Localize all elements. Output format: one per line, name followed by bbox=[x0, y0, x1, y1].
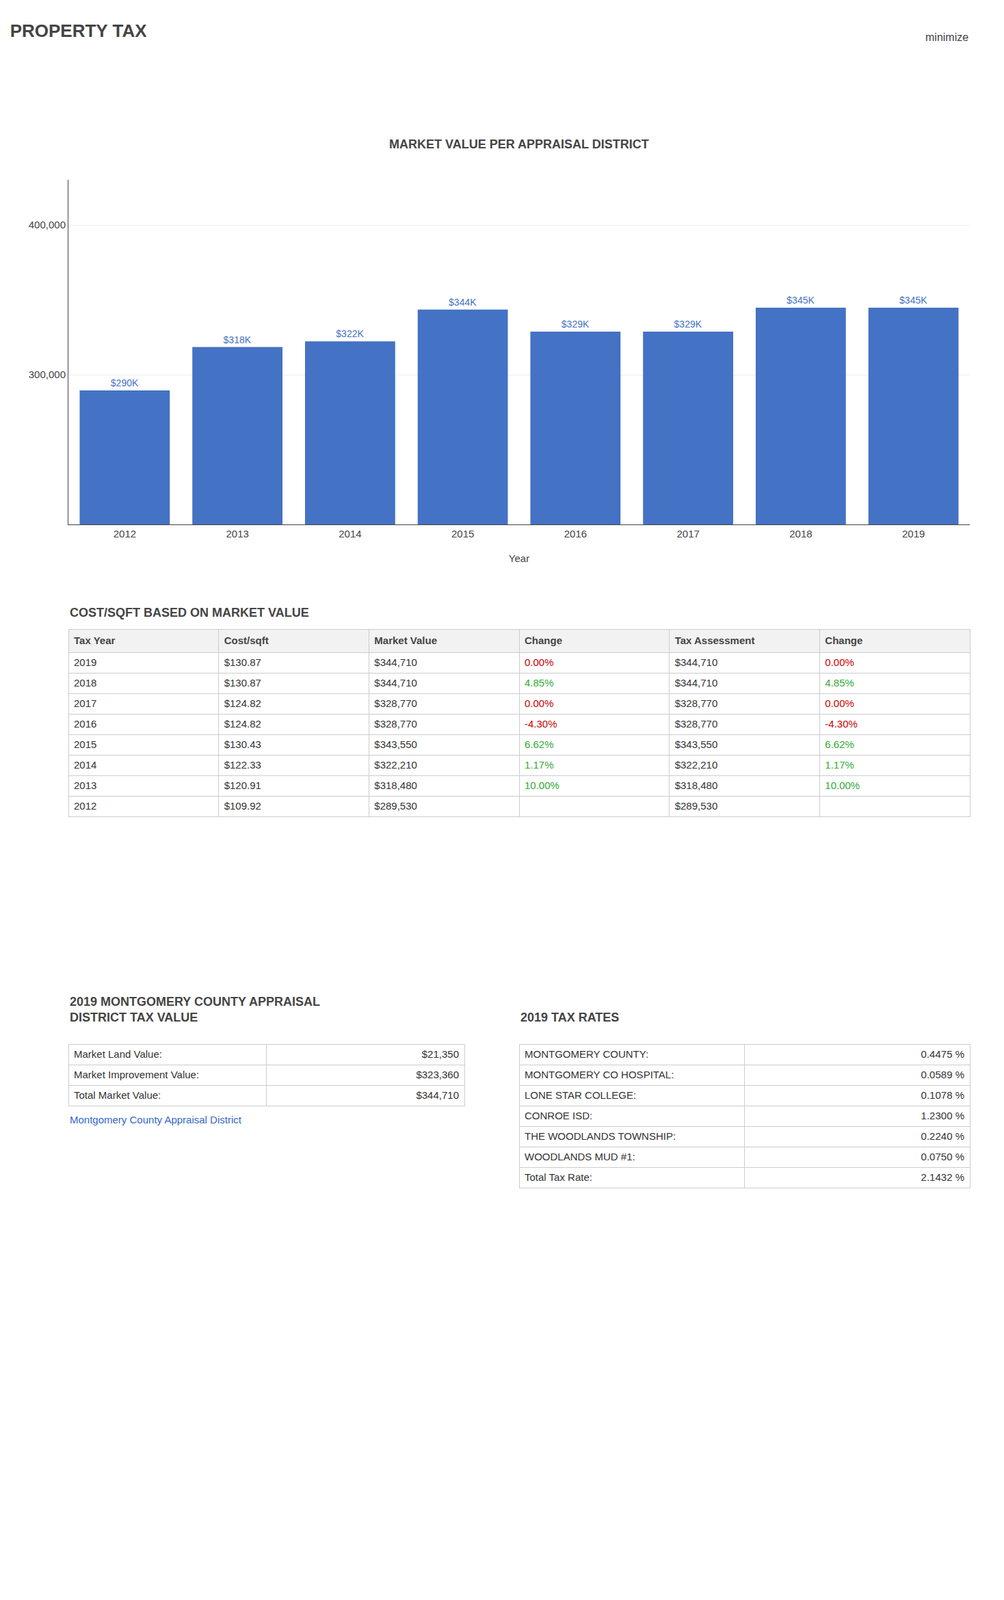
svg-text:2016: 2016 bbox=[564, 527, 587, 540]
svg-text:2013: 2013 bbox=[225, 527, 249, 540]
svg-text:0.00%: 0.00% bbox=[524, 697, 554, 710]
svg-text:6.62%: 6.62% bbox=[824, 738, 855, 751]
svg-text:$290K: $290K bbox=[110, 377, 139, 389]
svg-text:$323,360: $323,360 bbox=[415, 1068, 459, 1081]
svg-text:Year: Year bbox=[508, 552, 530, 565]
svg-text:2019 MONTGOMERY COUNTY APPRAIS: 2019 MONTGOMERY COUNTY APPRAISALDISTRICT… bbox=[69, 995, 321, 1025]
svg-text:2013: 2013 bbox=[73, 779, 97, 792]
svg-text:$343,550: $343,550 bbox=[675, 738, 719, 751]
svg-text:0.00%: 0.00% bbox=[824, 697, 855, 710]
svg-text:Market Land Value:: Market Land Value: bbox=[73, 1048, 163, 1061]
svg-text:2015: 2015 bbox=[451, 527, 474, 540]
svg-text:$130.87: $130.87 bbox=[224, 656, 262, 669]
svg-text:2018: 2018 bbox=[73, 677, 97, 689]
svg-text:4.85%: 4.85% bbox=[524, 677, 554, 689]
svg-text:2019: 2019 bbox=[73, 656, 97, 669]
svg-text:$344,710: $344,710 bbox=[374, 656, 418, 669]
svg-text:$124.82: $124.82 bbox=[224, 718, 262, 730]
svg-text:$322,210: $322,210 bbox=[374, 759, 418, 771]
svg-text:Cost/sqft: Cost/sqft bbox=[224, 634, 269, 647]
svg-text:Market Value: Market Value bbox=[374, 634, 438, 647]
svg-text:$322,210: $322,210 bbox=[675, 759, 719, 771]
svg-text:10.00%: 10.00% bbox=[524, 779, 560, 792]
svg-text:$289,530: $289,530 bbox=[374, 800, 418, 812]
svg-text:$344,710: $344,710 bbox=[415, 1089, 459, 1102]
svg-text:0.00%: 0.00% bbox=[524, 656, 554, 669]
svg-text:CONROE ISD:: CONROE ISD: bbox=[524, 1110, 593, 1122]
svg-text:$344K: $344K bbox=[448, 296, 477, 308]
svg-text:Montgomery County Appraisal Di: Montgomery County Appraisal District bbox=[69, 1114, 243, 1126]
svg-text:Tax Year: Tax Year bbox=[73, 634, 115, 647]
svg-text:Total Tax Rate:: Total Tax Rate: bbox=[524, 1171, 593, 1184]
svg-text:$318,480: $318,480 bbox=[374, 779, 418, 792]
svg-text:MONTGOMERY CO HOSPITAL:: MONTGOMERY CO HOSPITAL: bbox=[524, 1068, 674, 1081]
svg-text:0.0589 %: 0.0589 % bbox=[921, 1068, 965, 1081]
svg-text:$343,550: $343,550 bbox=[374, 738, 418, 751]
svg-text:$109.92: $109.92 bbox=[224, 800, 262, 812]
svg-text:$328,770: $328,770 bbox=[675, 697, 719, 710]
svg-text:$328,770: $328,770 bbox=[374, 718, 418, 730]
svg-text:THE WOODLANDS TOWNSHIP:: THE WOODLANDS TOWNSHIP: bbox=[524, 1130, 676, 1143]
svg-text:$344,710: $344,710 bbox=[374, 677, 418, 689]
svg-text:$329K: $329K bbox=[561, 318, 590, 330]
svg-text:0.00%: 0.00% bbox=[824, 656, 855, 669]
svg-text:$122.33: $122.33 bbox=[224, 759, 262, 771]
svg-text:$130.87: $130.87 bbox=[224, 677, 262, 689]
svg-text:$328,770: $328,770 bbox=[374, 697, 418, 710]
svg-text:2018: 2018 bbox=[789, 527, 812, 540]
svg-text:Market Improvement Value:: Market Improvement Value: bbox=[73, 1068, 200, 1081]
svg-text:-4.30%: -4.30% bbox=[824, 718, 858, 730]
svg-text:$318,480: $318,480 bbox=[675, 779, 719, 792]
svg-text:6.62%: 6.62% bbox=[524, 738, 554, 751]
svg-text:$328,770: $328,770 bbox=[675, 718, 719, 730]
svg-text:$345K: $345K bbox=[786, 294, 815, 306]
svg-text:300,000: 300,000 bbox=[28, 368, 66, 381]
svg-text:0.0750 %: 0.0750 % bbox=[921, 1151, 965, 1163]
svg-text:minimize: minimize bbox=[925, 31, 969, 44]
svg-text:Change: Change bbox=[524, 634, 563, 647]
svg-text:2017: 2017 bbox=[73, 697, 97, 710]
svg-text:400,000: 400,000 bbox=[28, 218, 66, 231]
svg-text:0.2240 %: 0.2240 % bbox=[921, 1130, 965, 1143]
svg-text:2.1432 %: 2.1432 % bbox=[921, 1171, 965, 1184]
svg-text:2017: 2017 bbox=[676, 527, 699, 540]
svg-text:$344,710: $344,710 bbox=[675, 677, 719, 689]
svg-text:0.1078 %: 0.1078 % bbox=[921, 1089, 965, 1102]
svg-text:$329K: $329K bbox=[674, 318, 703, 330]
svg-text:2019 TAX RATES: 2019 TAX RATES bbox=[520, 1010, 619, 1025]
svg-text:2012: 2012 bbox=[113, 527, 137, 540]
svg-text:2012: 2012 bbox=[73, 800, 97, 812]
svg-text:Total Market Value:: Total Market Value: bbox=[73, 1089, 161, 1102]
svg-text:$124.82: $124.82 bbox=[224, 697, 262, 710]
svg-text:$318K: $318K bbox=[223, 334, 252, 346]
svg-text:Change: Change bbox=[824, 634, 863, 647]
svg-text:2016: 2016 bbox=[73, 718, 97, 730]
svg-text:Tax Assessment: Tax Assessment bbox=[675, 634, 756, 647]
svg-text:1.17%: 1.17% bbox=[824, 759, 855, 771]
svg-text:4.85%: 4.85% bbox=[824, 677, 855, 689]
svg-text:2014: 2014 bbox=[73, 759, 97, 771]
svg-text:MONTGOMERY COUNTY:: MONTGOMERY COUNTY: bbox=[524, 1048, 649, 1061]
svg-text:$289,530: $289,530 bbox=[675, 800, 719, 812]
svg-text:$120.91: $120.91 bbox=[224, 779, 262, 792]
svg-text:$344,710: $344,710 bbox=[675, 656, 719, 669]
svg-text:$345K: $345K bbox=[899, 294, 928, 306]
svg-text:$322K: $322K bbox=[335, 328, 364, 340]
svg-text:$130.43: $130.43 bbox=[224, 738, 262, 751]
svg-text:2015: 2015 bbox=[73, 738, 97, 751]
svg-text:10.00%: 10.00% bbox=[824, 779, 860, 792]
svg-text:MARKET VALUE PER APPRAISAL DIS: MARKET VALUE PER APPRAISAL DISTRICT bbox=[389, 137, 650, 152]
svg-text:1.17%: 1.17% bbox=[524, 759, 554, 771]
svg-text:LONE STAR COLLEGE:: LONE STAR COLLEGE: bbox=[524, 1089, 637, 1102]
svg-text:2019: 2019 bbox=[902, 527, 925, 540]
svg-text:2014: 2014 bbox=[338, 527, 362, 540]
svg-text:WOODLANDS MUD #1:: WOODLANDS MUD #1: bbox=[524, 1151, 636, 1163]
svg-text:1.2300 %: 1.2300 % bbox=[921, 1110, 965, 1122]
svg-text:COST/SQFT BASED ON MARKET VALU: COST/SQFT BASED ON MARKET VALUE bbox=[69, 605, 310, 620]
svg-text:$21,350: $21,350 bbox=[421, 1048, 459, 1061]
svg-text:-4.30%: -4.30% bbox=[524, 718, 558, 730]
svg-text:PROPERTY TAX: PROPERTY TAX bbox=[10, 20, 148, 42]
svg-text:0.4475 %: 0.4475 % bbox=[921, 1048, 965, 1061]
